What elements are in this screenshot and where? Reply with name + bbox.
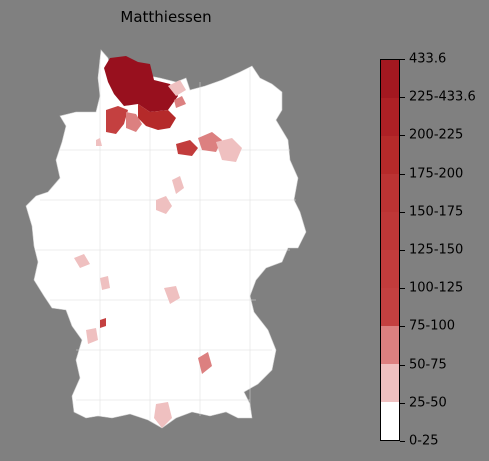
colorbar-tick [400, 174, 405, 175]
region-pink-e [164, 286, 180, 304]
colorbar-label: 25-50 [409, 395, 447, 411]
colorbar-tick [400, 288, 405, 289]
region-north-pink-2 [174, 96, 186, 108]
colorbar-segment [381, 250, 399, 288]
colorbar-label: 175-200 [409, 166, 464, 182]
colorbar-segment [381, 60, 399, 98]
colorbar-tick [400, 441, 405, 442]
colorbar-label: 125-150 [409, 242, 464, 258]
colorbar-tick [400, 59, 405, 60]
colorbar-label: 433.6 [409, 51, 447, 67]
colorbar-tick [400, 326, 405, 327]
colorbar-label: 50-75 [409, 357, 447, 373]
region-north-light [126, 112, 142, 132]
colorbar-label: 0-25 [409, 433, 439, 449]
colorbar-tick [400, 250, 405, 251]
map-title: Matthiessen [120, 8, 212, 26]
region-north-dark [104, 56, 178, 112]
colorbar-segment [381, 288, 399, 326]
region-north-mid [138, 104, 176, 130]
colorbar-segment [381, 136, 399, 174]
colorbar-label: 200-225 [409, 127, 464, 143]
colorbar-segment [381, 174, 399, 212]
colorbar-label: 150-175 [409, 204, 464, 220]
region-pink-b [156, 196, 172, 214]
colorbar-label: 100-125 [409, 280, 464, 296]
colorbar-segment [381, 402, 399, 440]
region-north-pink [168, 80, 186, 96]
colorbar-tick [400, 212, 405, 213]
region-east-red [176, 140, 198, 156]
region-east-light [198, 132, 222, 152]
region-pink-d [100, 276, 110, 290]
colorbar-label: 75-100 [409, 318, 456, 334]
colorbar-segment [381, 98, 399, 136]
region-pink-south [154, 402, 172, 428]
colorbar-segment [381, 212, 399, 250]
region-pink-c [74, 254, 90, 268]
colorbar-tick [400, 403, 405, 404]
region-pink-a [172, 176, 184, 194]
colorbar-segment [381, 364, 399, 402]
colorbar-label: 225-433.6 [409, 89, 476, 105]
colorbar-tick [400, 365, 405, 366]
region-red-west [100, 318, 106, 328]
region-pink-small [96, 138, 102, 146]
region-north-red [106, 106, 128, 134]
region-red-south [198, 352, 212, 374]
colorbar-segment [381, 326, 399, 364]
colorbar [380, 59, 400, 441]
colorbar-tick [400, 97, 405, 98]
region-pink-f [86, 328, 98, 344]
colorbar-tick [400, 135, 405, 136]
region-east-pink [216, 138, 242, 162]
